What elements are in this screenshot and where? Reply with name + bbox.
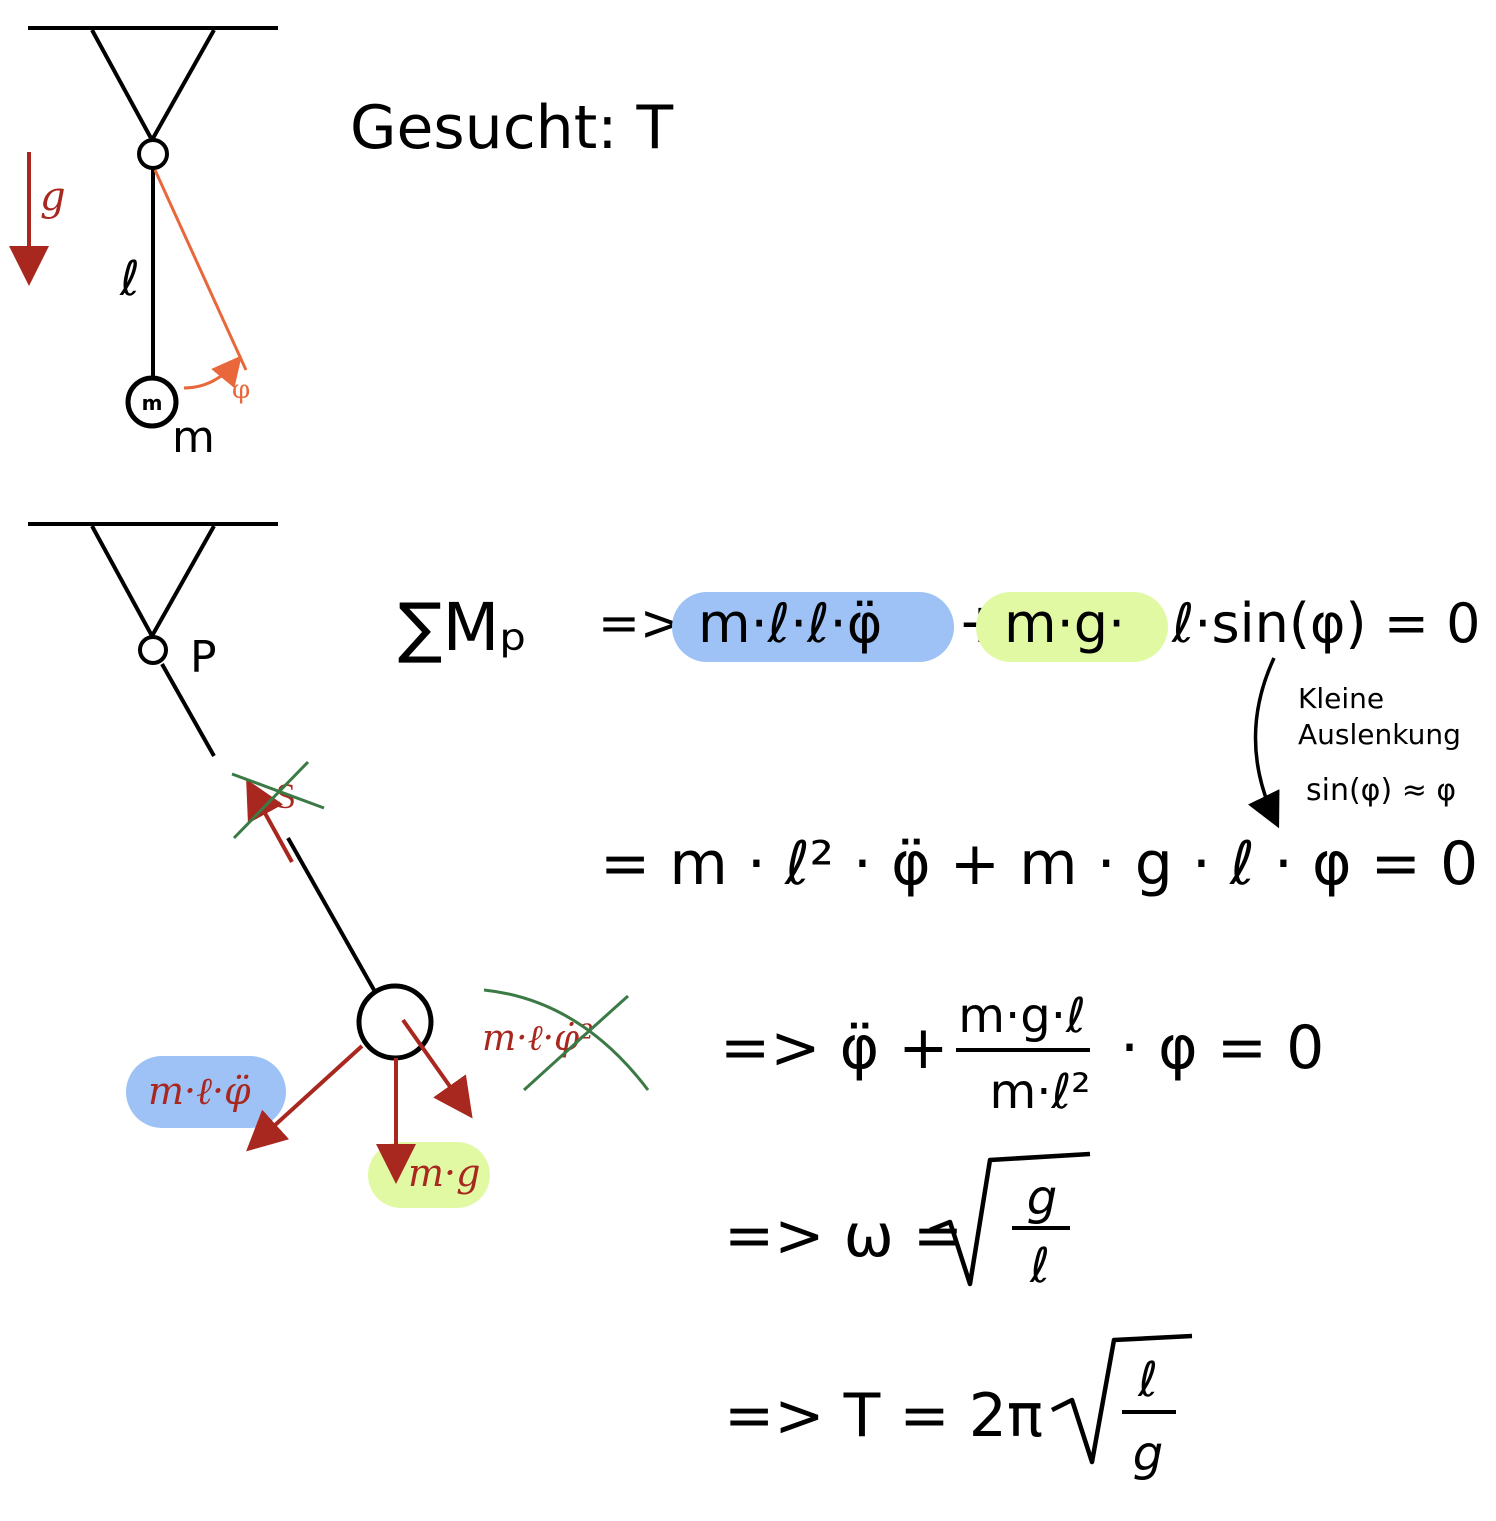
deflected-rod — [153, 169, 248, 371]
moment-sum: ∑Mₚ — [398, 589, 528, 666]
inertial-force-arrow — [246, 1044, 364, 1152]
eq-line-3-prefix: => φ̈ + — [720, 1013, 949, 1083]
eq-term-inertia: m·ℓ·ℓ·φ̈ — [698, 592, 882, 655]
support-bracket — [90, 29, 216, 142]
implies-1: => — [598, 594, 682, 652]
eq-line-3-numerator: m·g·ℓ — [958, 988, 1086, 1044]
eq-line-5-numerator: ℓ — [1137, 1352, 1158, 1408]
mass-symbol: m — [142, 391, 163, 415]
string-force-label: S — [276, 776, 296, 816]
eq-line-4-numerator: g — [1027, 1170, 1057, 1226]
rod-stub — [160, 663, 216, 757]
sqrt-sign-omega — [929, 1151, 1091, 1287]
equation-block: ∑Mₚ => m·ℓ·ℓ·φ̈ + m·g· ℓ·sin(φ) = 0 Klei… — [398, 589, 1481, 1482]
gravity-label: g — [40, 174, 66, 220]
note-line-3: sin(φ) ≈ φ — [1306, 773, 1456, 808]
inertial-force-label: m·ℓ·φ̈ — [148, 1069, 251, 1113]
strike-s-2 — [232, 760, 310, 840]
highlight-inertial — [126, 1056, 286, 1128]
eq-line-4-prefix: => ω = — [724, 1201, 963, 1271]
eq-line-5-prefix: => T = 2π — [724, 1381, 1043, 1451]
sqrt-sign-period — [1050, 1333, 1193, 1465]
strike-centrifugal-1 — [483, 988, 650, 1091]
weight-label: m·g — [408, 1151, 480, 1195]
note-line-2: Auslenkung — [1298, 718, 1461, 751]
top-pendulum: m φ g ℓ m — [9, 26, 278, 463]
small-angle-arrow — [1248, 657, 1280, 829]
angle-arrow — [183, 355, 242, 390]
eq-term-gravity: m·g· — [1004, 592, 1125, 655]
eq-line-5-denominator: g — [1133, 1426, 1163, 1482]
pendulum-mass — [125, 375, 179, 429]
highlight-eq-gravity — [976, 592, 1168, 662]
strike-centrifugal-2 — [522, 994, 630, 1092]
eq-line-3-suffix: · φ = 0 — [1120, 1013, 1324, 1083]
mass-label: m — [172, 412, 215, 463]
eq-term-rest: ℓ·sin(φ) = 0 — [1171, 592, 1481, 655]
pivot-circle — [137, 138, 169, 170]
highlight-eq-inertia — [672, 592, 954, 662]
string-force-arrow — [246, 778, 294, 863]
support-bracket-2 — [90, 525, 216, 638]
free-body-diagram: P S m·ℓ·φ̈ m·g m·ℓ·φ̇² — [28, 522, 650, 1208]
centrifugal-force-arrow — [401, 1018, 473, 1119]
eq-line-2: = m · ℓ² · φ̈ + m · g · ℓ · φ = 0 — [600, 829, 1478, 899]
angle-label: φ — [232, 375, 250, 405]
pivot-label: P — [190, 632, 217, 683]
note-line-1: Kleine — [1298, 682, 1384, 715]
eq-line-4-denominator: ℓ — [1029, 1238, 1050, 1294]
heading-gesucht: Gesucht: T — [350, 93, 674, 163]
eq-line-3-denominator: m·ℓ² — [989, 1064, 1090, 1120]
length-label: ℓ — [119, 251, 140, 307]
centrifugal-force-label: m·ℓ·φ̇² — [482, 1018, 594, 1059]
rod-cut — [286, 837, 376, 991]
pivot-circle-2 — [138, 635, 168, 665]
